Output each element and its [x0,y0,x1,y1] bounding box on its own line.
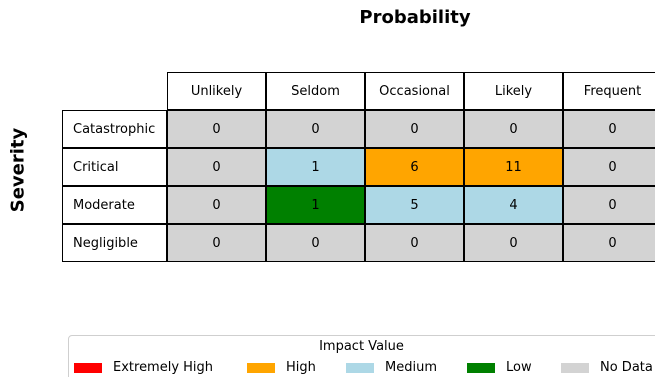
legend-label: Medium [385,360,437,375]
heatmap-cell: 0 [167,110,266,148]
heatmap-cell: 0 [266,224,365,262]
heatmap-cell: 0 [563,224,655,262]
legend-label: Extremely High [113,360,214,375]
legend-swatch [561,362,589,373]
heatmap-cell: 0 [563,110,655,148]
legend-swatch [467,362,495,373]
legend-swatch [346,362,374,373]
row-header-negligible: Negligible [62,224,167,262]
heatmap-cell: 4 [464,186,563,224]
legend-item: Low [467,360,532,375]
row-header-moderate: Moderate [62,186,167,224]
legend-label: Low [506,360,532,375]
heatmap-cell: 0 [563,186,655,224]
heatmap-cell: 0 [464,224,563,262]
heatmap-cell: 5 [365,186,464,224]
column-header-unlikely: Unlikely [167,72,266,110]
legend: Impact Value Extremely High High Medium Low… [68,335,655,377]
legend-swatch [247,362,275,373]
column-header-seldom: Seldom [266,72,365,110]
legend-item: Extremely High [74,360,213,375]
heatmap-cell: 11 [464,148,563,186]
column-header-occasional: Occasional [365,72,464,110]
row-header-catastrophic: Catastrophic [62,110,167,148]
row-header-critical: Critical [62,148,167,186]
heatmap-cell: 0 [266,110,365,148]
heatmap-cell: 0 [365,110,464,148]
legend-label: No Data [600,360,653,375]
heatmap-cell: 0 [167,148,266,186]
legend-item: Medium [346,360,437,375]
heatmap-cell: 0 [365,224,464,262]
heatmap-cell: 6 [365,148,464,186]
heatmap-cell: 0 [167,224,266,262]
legend-swatch [74,362,102,373]
heatmap-cell: 0 [167,186,266,224]
x-axis-title: Probability [359,7,471,28]
legend-item: No Data [561,360,653,375]
y-axis-title: Severity [7,127,29,213]
heatmap-cell: 0 [563,148,655,186]
legend-item: High [247,360,316,375]
heatmap-cell: 1 [266,148,365,186]
legend-title: Impact Value [319,339,404,354]
column-header-frequent: Frequent [563,72,655,110]
heatmap-cell: 0 [464,110,563,148]
heatmap-cell: 1 [266,186,365,224]
column-header-likely: Likely [464,72,563,110]
legend-label: High [286,360,316,375]
